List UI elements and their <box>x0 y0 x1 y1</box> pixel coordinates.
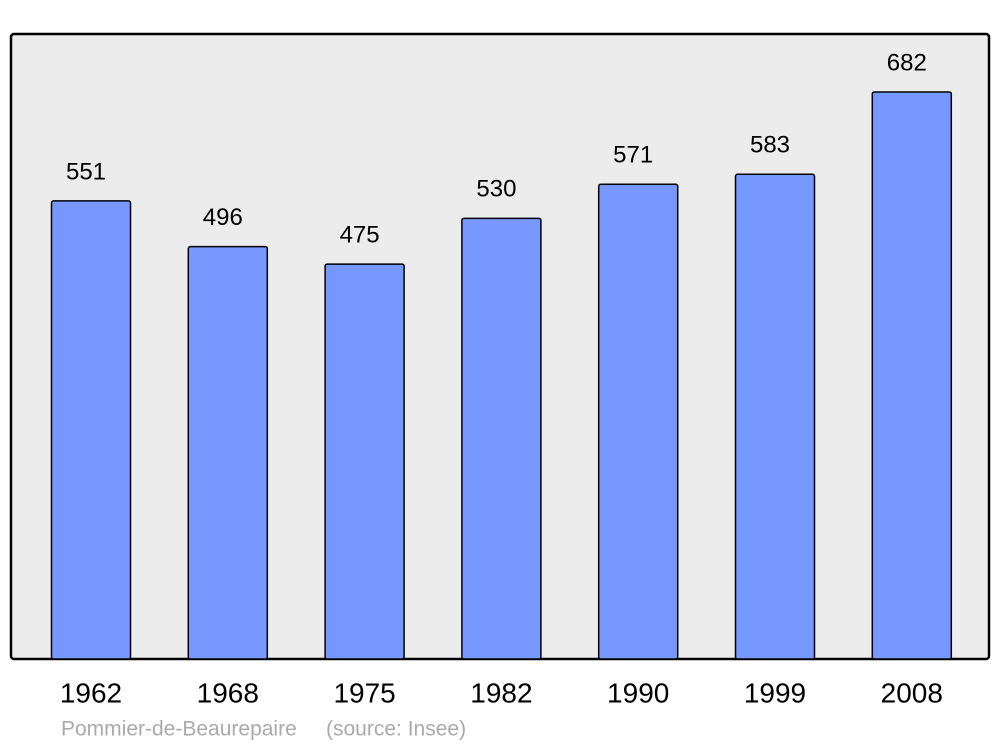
source: (source: Insee) <box>326 718 466 741</box>
x-tick-label: 1982 <box>470 677 532 708</box>
value-label: 583 <box>750 132 790 159</box>
value-label: 551 <box>66 158 106 185</box>
x-tick-label: 1990 <box>607 677 669 708</box>
value-label: 475 <box>340 221 380 248</box>
x-tick-label: 1975 <box>333 677 395 708</box>
x-tick-label: 1999 <box>744 677 806 708</box>
bar <box>187 245 269 660</box>
caption: Pommier-de-Beaurepaire <box>61 718 297 741</box>
value-label: 571 <box>613 142 653 169</box>
bar <box>734 173 816 660</box>
value-label: 530 <box>476 176 516 203</box>
x-tick-label: 1968 <box>197 677 259 708</box>
bar <box>50 200 132 660</box>
value-label: 682 <box>887 49 927 76</box>
x-tick-label: 2008 <box>881 677 943 708</box>
bar <box>871 91 953 660</box>
bar <box>324 263 405 660</box>
value-label: 496 <box>203 204 243 231</box>
bar <box>461 217 542 660</box>
x-tick-label: 1962 <box>60 677 122 708</box>
bar <box>597 183 679 660</box>
